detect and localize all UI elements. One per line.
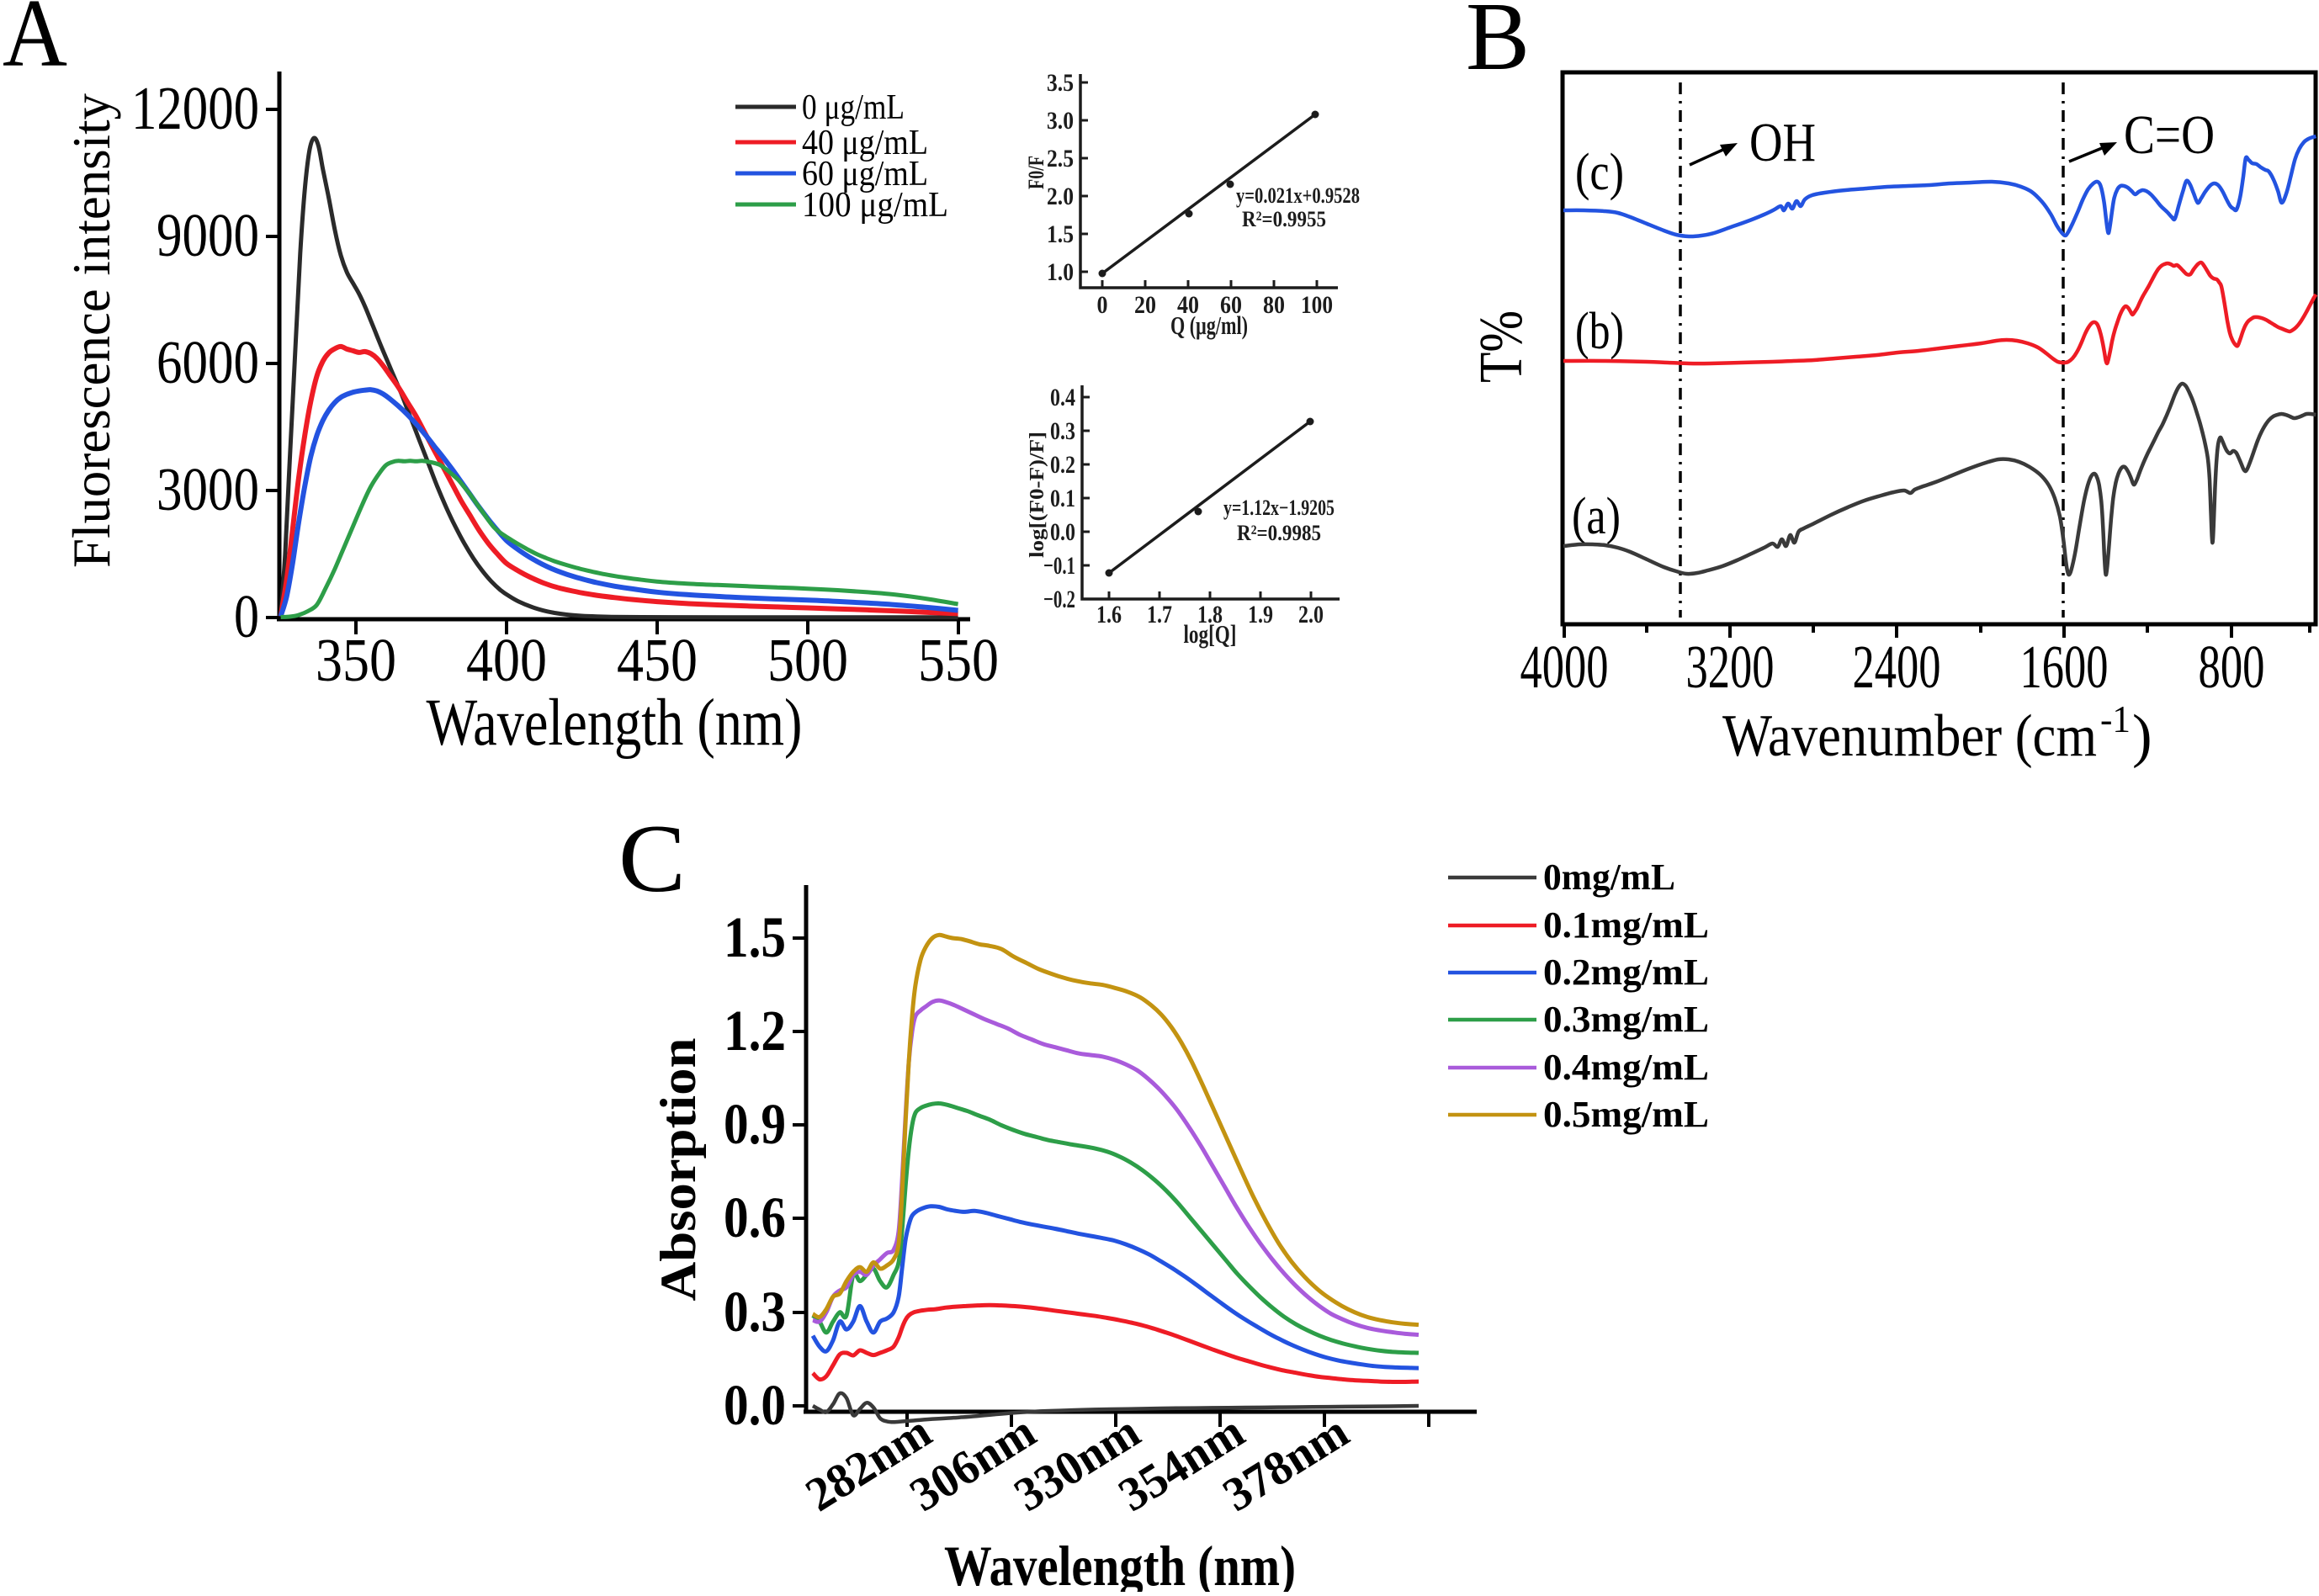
svg-text:Wavenumber (cm: Wavenumber (cm [1722,703,2097,769]
svg-text:y=1.12x−1.9205: y=1.12x−1.9205 [1223,496,1335,520]
svg-text:A: A [3,0,67,87]
svg-text:0: 0 [234,582,259,650]
svg-text:0.6: 0.6 [724,1185,786,1249]
svg-text:(b): (b) [1575,303,1624,360]
svg-text:1.2: 1.2 [724,999,786,1063]
svg-text:0.4: 0.4 [1050,384,1075,411]
svg-text:40 μg/mL: 40 μg/mL [802,124,928,162]
svg-text:0: 0 [1097,291,1108,319]
svg-text:40: 40 [1177,291,1199,319]
svg-text:1.9: 1.9 [1248,601,1273,628]
svg-text:0 μg/mL: 0 μg/mL [802,88,905,127]
svg-text:1.8: 1.8 [1197,601,1223,628]
svg-text:100: 100 [1301,291,1333,319]
svg-text:0.3mg/mL: 0.3mg/mL [1543,999,1709,1040]
svg-text:0.4mg/mL: 0.4mg/mL [1543,1047,1709,1088]
svg-text:2.0: 2.0 [1047,183,1074,210]
svg-text:350: 350 [316,626,396,694]
svg-text:100 μg/mL: 100 μg/mL [802,186,948,225]
svg-text:-1: -1 [2100,697,2131,740]
svg-text:(a): (a) [1572,488,1621,545]
svg-text:y=0.021x+0.9528: y=0.021x+0.9528 [1236,183,1360,208]
svg-text:20: 20 [1134,291,1156,319]
svg-text:Q (μg/ml): Q (μg/ml) [1170,310,1248,340]
svg-text:0.2mg/mL: 0.2mg/mL [1543,952,1709,993]
svg-text:0.2: 0.2 [1050,451,1075,479]
svg-text:3.0: 3.0 [1047,107,1074,135]
svg-text:T%: T% [1467,310,1535,383]
svg-text:0.0: 0.0 [724,1373,786,1437]
svg-text:3.5: 3.5 [1047,69,1074,97]
svg-text:800: 800 [2199,633,2265,701]
svg-text:80: 80 [1263,291,1285,319]
svg-text:500: 500 [767,626,848,694]
svg-text:400: 400 [466,626,547,694]
svg-text:1600: 1600 [2020,633,2109,701]
svg-text:1.6: 1.6 [1096,601,1122,628]
svg-text:Wavelength (nm): Wavelength (nm) [944,1534,1296,1592]
svg-text:2.5: 2.5 [1047,145,1074,172]
svg-text:1.0: 1.0 [1047,258,1074,286]
svg-text:450: 450 [617,626,698,694]
svg-text:550: 550 [918,626,999,694]
svg-text:C: C [618,805,686,912]
svg-text:OH: OH [1749,112,1816,173]
svg-text:R²=0.9985: R²=0.9985 [1237,521,1321,545]
svg-text:0.3: 0.3 [724,1280,786,1344]
svg-text:0.1mg/mL: 0.1mg/mL [1543,904,1709,946]
svg-text:2.0: 2.0 [1298,601,1324,628]
svg-text:0.1: 0.1 [1050,485,1075,512]
svg-text:log[Q]: log[Q] [1184,619,1237,649]
svg-text:1.7: 1.7 [1147,601,1172,628]
svg-text:2400: 2400 [1853,633,1941,701]
svg-text:F0/F: F0/F [1024,156,1048,189]
svg-text:0.9: 0.9 [724,1092,786,1156]
svg-text:1.5: 1.5 [724,905,786,969]
svg-text:Fluorescence intensity: Fluorescence intensity [61,93,121,568]
svg-text:12000: 12000 [131,74,259,142]
svg-text:Wavelength (nm): Wavelength (nm) [427,687,803,760]
svg-text:4000: 4000 [1520,633,1609,701]
svg-text:log[(F0-F)/F]: log[(F0-F)/F] [1027,432,1048,558]
svg-text:9000: 9000 [157,201,259,269]
svg-text:−0.1: −0.1 [1043,552,1075,580]
svg-text:60 μg/mL: 60 μg/mL [802,155,928,194]
svg-text:6000: 6000 [157,328,259,396]
svg-text:0.0: 0.0 [1050,518,1075,546]
svg-text:C=O: C=O [2124,104,2215,166]
svg-text:R²=0.9955: R²=0.9955 [1242,207,1326,231]
svg-text:0.5mg/mL: 0.5mg/mL [1543,1094,1709,1135]
svg-text:0.3: 0.3 [1050,417,1075,445]
svg-text:(c): (c) [1575,144,1624,201]
svg-text:60: 60 [1220,291,1242,319]
svg-text:1.5: 1.5 [1047,220,1074,248]
svg-text:): ) [2132,703,2152,769]
svg-text:B: B [1466,0,1530,90]
svg-text:3200: 3200 [1686,633,1775,701]
svg-text:3000: 3000 [157,455,259,523]
svg-text:0mg/mL: 0mg/mL [1543,856,1675,898]
svg-text:−0.2: −0.2 [1043,586,1075,613]
svg-text:Absorption: Absorption [650,1038,706,1302]
